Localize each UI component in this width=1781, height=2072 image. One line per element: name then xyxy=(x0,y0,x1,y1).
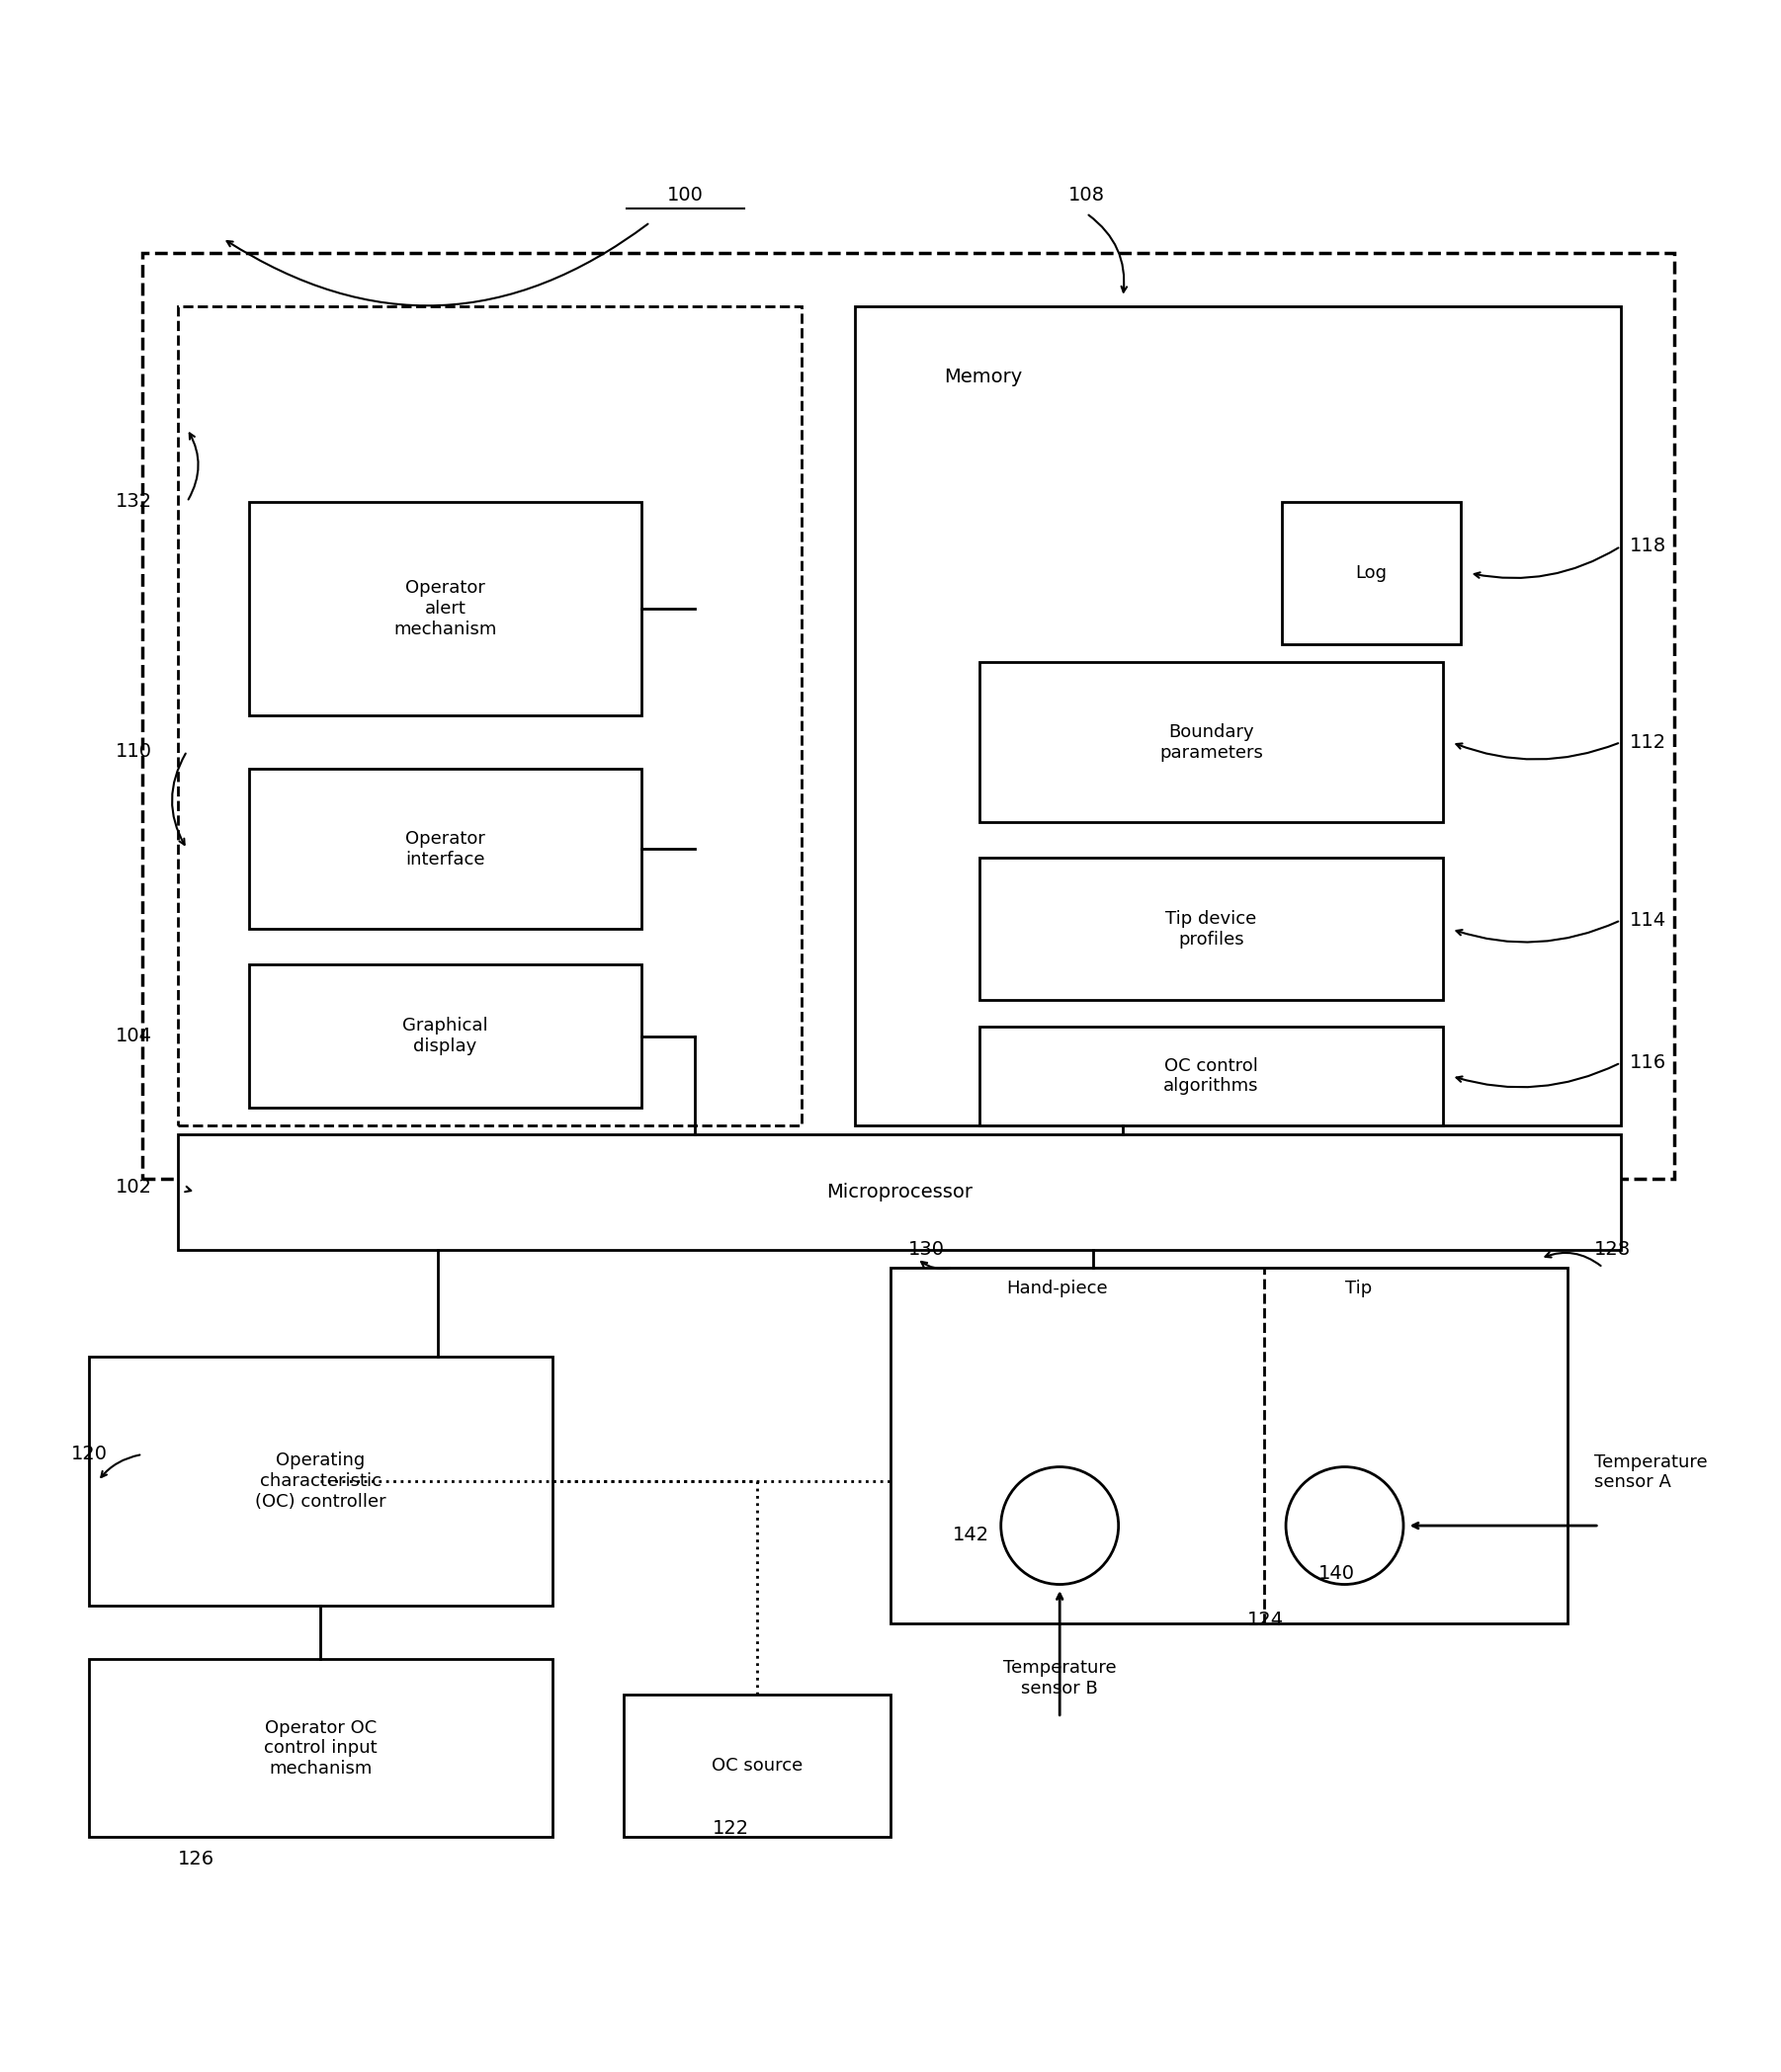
FancyBboxPatch shape xyxy=(623,1695,890,1838)
FancyBboxPatch shape xyxy=(890,1268,1567,1624)
Text: 112: 112 xyxy=(1630,733,1667,752)
FancyBboxPatch shape xyxy=(980,1028,1443,1125)
Text: 128: 128 xyxy=(1594,1239,1631,1258)
Text: Operator
interface: Operator interface xyxy=(406,831,484,868)
Text: 122: 122 xyxy=(712,1819,750,1838)
Text: Graphical
display: Graphical display xyxy=(403,1017,488,1055)
Text: Operating
characteristic
(OC) controller: Operating characteristic (OC) controller xyxy=(255,1452,386,1510)
Text: Operator OC
control input
mechanism: Operator OC control input mechanism xyxy=(264,1720,378,1778)
Text: 118: 118 xyxy=(1630,537,1667,555)
FancyBboxPatch shape xyxy=(249,966,641,1106)
Text: OC source: OC source xyxy=(711,1757,803,1776)
Text: Tip device
profiles: Tip device profiles xyxy=(1165,910,1257,949)
Text: Microprocessor: Microprocessor xyxy=(826,1183,972,1202)
Text: 126: 126 xyxy=(178,1848,216,1869)
FancyBboxPatch shape xyxy=(178,1133,1621,1249)
Text: 130: 130 xyxy=(908,1239,946,1258)
Text: Temperature
sensor A: Temperature sensor A xyxy=(1594,1452,1708,1492)
Text: 104: 104 xyxy=(116,1026,153,1046)
FancyBboxPatch shape xyxy=(89,1660,552,1838)
Text: 116: 116 xyxy=(1630,1053,1667,1071)
Text: Tip: Tip xyxy=(1345,1280,1371,1297)
Text: Operator
alert
mechanism: Operator alert mechanism xyxy=(394,580,497,638)
Text: 100: 100 xyxy=(668,186,703,205)
FancyBboxPatch shape xyxy=(249,501,641,715)
Text: Boundary
parameters: Boundary parameters xyxy=(1159,723,1263,760)
Text: 108: 108 xyxy=(1069,186,1106,205)
Text: Temperature
sensor B: Temperature sensor B xyxy=(1003,1660,1117,1697)
FancyBboxPatch shape xyxy=(855,307,1621,1125)
Text: 124: 124 xyxy=(1247,1610,1284,1629)
Text: 120: 120 xyxy=(71,1444,109,1463)
Text: OC control
algorithms: OC control algorithms xyxy=(1163,1057,1259,1096)
FancyBboxPatch shape xyxy=(178,307,801,1125)
FancyBboxPatch shape xyxy=(89,1357,552,1606)
Text: Log: Log xyxy=(1355,564,1387,582)
Text: Hand-piece: Hand-piece xyxy=(1006,1280,1108,1297)
FancyBboxPatch shape xyxy=(1282,501,1460,644)
Text: 140: 140 xyxy=(1318,1564,1355,1583)
FancyBboxPatch shape xyxy=(980,663,1443,823)
Text: 102: 102 xyxy=(116,1179,153,1198)
Text: 142: 142 xyxy=(953,1525,990,1544)
Text: 110: 110 xyxy=(116,742,153,760)
Text: 132: 132 xyxy=(116,493,153,512)
FancyBboxPatch shape xyxy=(142,253,1674,1179)
FancyBboxPatch shape xyxy=(980,858,1443,1001)
FancyBboxPatch shape xyxy=(249,769,641,928)
Text: Memory: Memory xyxy=(944,369,1022,387)
Text: 114: 114 xyxy=(1630,912,1667,930)
